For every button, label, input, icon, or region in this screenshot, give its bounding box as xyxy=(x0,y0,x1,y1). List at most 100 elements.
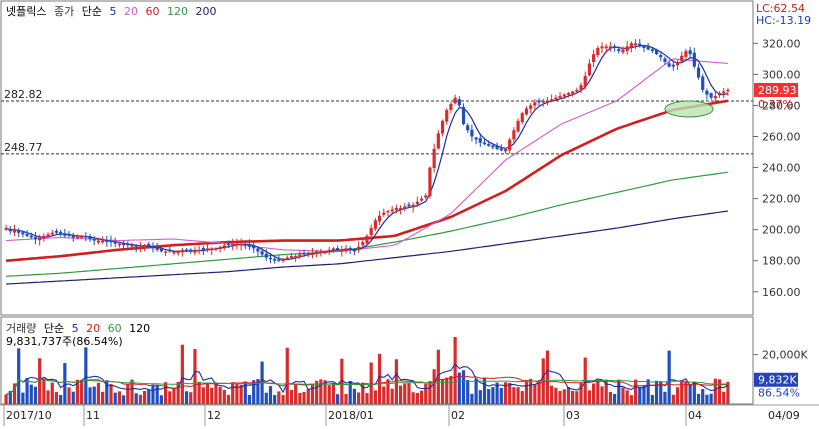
candle-body xyxy=(365,235,369,244)
candle-body xyxy=(453,97,457,104)
volume-bar xyxy=(524,380,529,404)
candle-body xyxy=(625,46,629,52)
volume-bar xyxy=(390,388,394,404)
volume-bar xyxy=(709,393,713,404)
hc-readout: HC:-13.19 xyxy=(756,14,812,27)
candle-body xyxy=(407,204,411,207)
vol-ma20-period: 20 xyxy=(86,322,101,335)
candle-body xyxy=(722,91,726,94)
candle-body xyxy=(537,100,541,103)
vol-ma5-period: 5 xyxy=(71,322,79,335)
candle-body xyxy=(621,49,625,53)
candle-body xyxy=(650,49,654,52)
candle-body xyxy=(130,245,134,247)
candle-body xyxy=(197,249,201,252)
volume-bar xyxy=(319,379,323,404)
volume-bar xyxy=(33,386,38,404)
candle-body xyxy=(59,231,63,235)
volume-bar xyxy=(142,391,147,404)
volume-bar xyxy=(357,392,361,404)
volume-bar xyxy=(323,380,327,404)
ma60-period: 60 xyxy=(145,5,160,18)
candle-body xyxy=(243,243,247,246)
candle-body xyxy=(285,257,289,260)
candle-body xyxy=(457,99,461,106)
candle-body xyxy=(361,242,365,246)
candle-body xyxy=(684,51,688,57)
ma20-period: 20 xyxy=(123,5,138,18)
x-right-date-label: 04/09 xyxy=(768,409,800,422)
candle-body xyxy=(487,143,491,146)
candle-body xyxy=(159,248,163,252)
volume-bar xyxy=(457,372,461,404)
candle-body xyxy=(151,246,155,249)
candle-body xyxy=(499,148,503,151)
volume-bar xyxy=(344,393,348,404)
volume-bar xyxy=(315,380,319,404)
volume-bar xyxy=(281,395,285,404)
candle-body xyxy=(461,106,466,125)
volume-bar xyxy=(654,380,659,404)
candle-body xyxy=(319,251,323,254)
candle-body xyxy=(491,145,495,148)
volume-bar xyxy=(159,395,163,404)
y-tick-label: 280.00 xyxy=(762,99,801,112)
candle-body xyxy=(172,251,176,254)
candle-body xyxy=(436,133,440,149)
volume-bar xyxy=(210,387,214,404)
candle-body xyxy=(12,229,17,233)
volume-bar xyxy=(226,394,231,404)
lc-readout: LC:62.54 xyxy=(756,2,806,15)
candle-body xyxy=(482,142,487,145)
volume-bar xyxy=(25,378,29,404)
candle-body xyxy=(382,212,386,215)
candle-body xyxy=(80,235,84,238)
candle-body xyxy=(503,148,508,152)
volume-bar xyxy=(495,382,499,404)
candle-body xyxy=(571,91,575,94)
candle-body xyxy=(218,246,222,249)
volume-bar xyxy=(193,349,197,404)
x-tick-label: 2017/10 xyxy=(6,409,52,422)
vol-ma60-period: 60 xyxy=(107,322,122,335)
candle-body xyxy=(495,145,499,149)
current-volume-pct-label: 86.54% xyxy=(758,387,800,400)
volume-bar xyxy=(155,385,159,404)
candle-body xyxy=(289,256,294,258)
candle-body xyxy=(415,201,419,205)
volume-bar xyxy=(122,395,126,404)
volume-bar xyxy=(369,362,373,404)
y-tick-label: 260.00 xyxy=(762,130,801,143)
ma20-line xyxy=(6,58,728,252)
volume-bar xyxy=(621,387,625,404)
volume-bar xyxy=(4,394,8,404)
volume-bar xyxy=(377,353,382,404)
candle-body xyxy=(33,237,38,239)
volume-bar xyxy=(277,391,281,404)
volume-bar xyxy=(302,392,306,404)
volume-bar xyxy=(29,384,33,404)
candle-body xyxy=(646,46,650,50)
volume-bar xyxy=(239,384,243,404)
volume-bar xyxy=(449,375,453,404)
candle-body xyxy=(600,46,604,49)
volume-bar xyxy=(54,392,59,404)
candle-body xyxy=(4,228,8,230)
volume-bar xyxy=(516,387,520,404)
candle-body xyxy=(235,243,239,246)
candle-body xyxy=(524,108,529,115)
volume-bar xyxy=(134,393,138,404)
volume-bar xyxy=(537,380,541,404)
volume-bar xyxy=(529,378,533,404)
x-tick-label: 2018/01 xyxy=(328,409,374,422)
volume-bar xyxy=(180,344,184,404)
candle-body xyxy=(180,249,184,253)
candle-body xyxy=(38,237,42,241)
candle-body xyxy=(545,100,550,103)
candle-body xyxy=(323,251,327,254)
stock-title: 넷플릭스 xyxy=(6,5,47,18)
candle-body xyxy=(63,234,67,236)
volume-bar xyxy=(407,383,411,404)
